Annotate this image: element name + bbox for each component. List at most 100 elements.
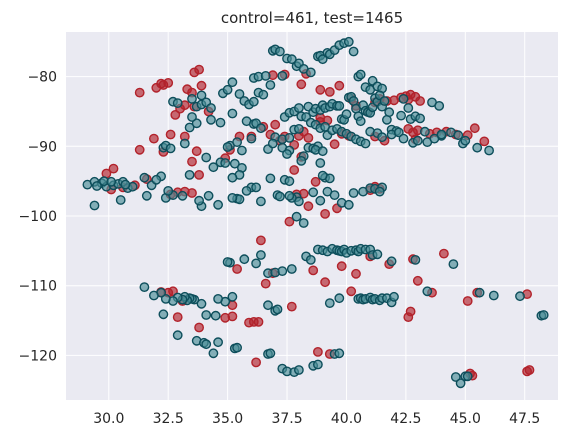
test-point [462, 371, 473, 382]
test-point [312, 359, 323, 370]
test-point [455, 378, 466, 389]
control-point [303, 201, 314, 212]
control-point [403, 123, 414, 134]
test-point [201, 310, 212, 320]
test-point [410, 254, 421, 265]
test-point [210, 310, 221, 321]
test-point [229, 158, 240, 169]
test-point [334, 101, 345, 111]
test-point [265, 80, 276, 90]
test-point [277, 266, 288, 276]
test-point [460, 135, 471, 146]
test-point [227, 291, 238, 302]
test-point [274, 191, 285, 202]
test-point [284, 132, 295, 143]
test-point [213, 293, 224, 304]
test-point [343, 199, 354, 210]
test-point [379, 96, 390, 106]
test-point [208, 162, 219, 173]
test-point [415, 113, 425, 124]
test-point [201, 152, 212, 163]
test-point [436, 129, 447, 140]
test-point [232, 137, 243, 148]
test-point [272, 304, 283, 315]
test-point [453, 130, 464, 141]
test-point [429, 133, 440, 144]
test-point [515, 291, 525, 302]
test-point [348, 46, 359, 57]
test-point [241, 185, 252, 196]
test-point [296, 155, 307, 166]
test-point [274, 46, 285, 57]
test-point [403, 103, 414, 113]
control-point [182, 84, 193, 95]
test-point [255, 196, 266, 207]
test-point [308, 187, 319, 198]
test-point [293, 365, 304, 375]
test-point [398, 133, 409, 144]
test-point [334, 293, 345, 304]
test-point [172, 330, 183, 341]
test-point [172, 98, 183, 109]
test-point [222, 257, 233, 267]
control-point [187, 156, 197, 167]
test-point [284, 176, 295, 187]
control-point [255, 235, 266, 246]
y-tick-label: −120 [19, 348, 57, 364]
test-point [474, 287, 485, 298]
control-point [336, 261, 347, 272]
test-point [334, 348, 345, 359]
test-point [120, 179, 131, 190]
test-point [265, 348, 276, 359]
control-point [227, 311, 238, 322]
test-point [488, 290, 499, 301]
x-tick-label: 35.0 [212, 411, 243, 427]
test-point [384, 107, 395, 118]
test-point [248, 96, 259, 107]
test-point [315, 158, 326, 168]
test-point [239, 254, 250, 265]
x-tick-label: 30.0 [93, 411, 124, 427]
test-point [213, 337, 224, 348]
test-point [355, 116, 366, 127]
test-point [329, 190, 340, 201]
control-point [351, 268, 361, 279]
test-point [267, 138, 278, 149]
test-point [538, 310, 549, 320]
y-tick-label: −100 [19, 209, 57, 225]
test-point [206, 103, 216, 113]
test-point [227, 108, 238, 119]
control-point [286, 301, 297, 312]
control-point [412, 275, 423, 286]
test-point [227, 192, 238, 203]
test-point [396, 110, 406, 121]
control-point [156, 78, 167, 89]
test-point [422, 286, 433, 297]
test-point [184, 122, 195, 133]
test-point [215, 117, 226, 128]
control-point [310, 176, 321, 187]
test-point [293, 103, 304, 113]
test-point [317, 170, 328, 181]
test-point [282, 149, 292, 159]
control-point [346, 286, 357, 297]
control-point [289, 165, 300, 175]
test-point [472, 142, 483, 153]
test-point [177, 190, 188, 201]
test-point [184, 169, 195, 180]
test-point [115, 195, 126, 205]
x-tick-label: 42.5 [390, 411, 421, 427]
test-point [151, 174, 162, 185]
x-tick-label: 47.5 [509, 411, 540, 427]
control-point [244, 317, 254, 328]
control-point [415, 96, 425, 106]
control-point [403, 312, 414, 322]
test-point [232, 342, 243, 353]
control-point [165, 129, 176, 140]
x-tick-label: 40.0 [331, 411, 362, 427]
test-point [227, 77, 238, 88]
test-point [141, 190, 152, 201]
control-point [312, 346, 323, 357]
test-point [148, 290, 159, 301]
test-point [398, 94, 409, 104]
